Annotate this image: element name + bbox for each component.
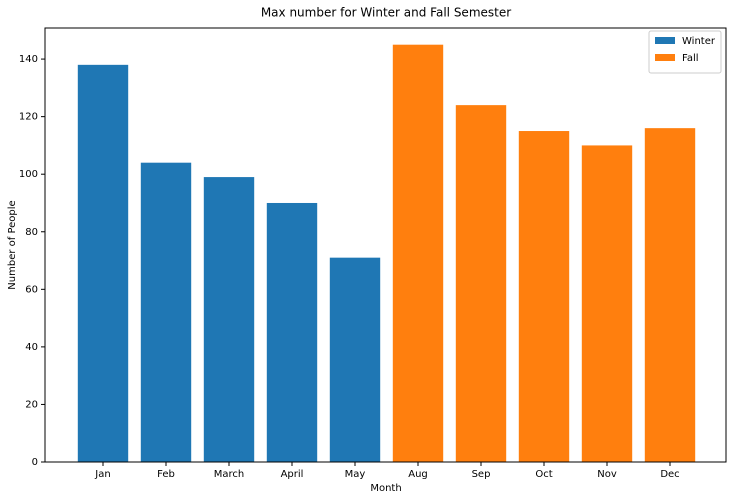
legend-label: Winter (682, 36, 716, 47)
y-tick-label: 100 (19, 169, 38, 180)
y-axis-label: Number of People (7, 200, 18, 289)
y-tick-label: 20 (25, 399, 38, 410)
x-tick-label: Feb (157, 469, 175, 480)
bar (266, 202, 318, 462)
x-tick-label: Nov (597, 469, 617, 480)
chart-title: Max number for Winter and Fall Semester (261, 6, 511, 20)
legend-swatch (655, 54, 675, 61)
bar (581, 145, 633, 462)
legend-swatch (655, 37, 675, 44)
x-axis-label: Month (370, 483, 401, 494)
x-tick-label: May (345, 469, 366, 480)
x-tick-label: April (281, 469, 304, 480)
bar (140, 162, 192, 463)
y-tick-label: 80 (25, 227, 38, 238)
bar (203, 177, 255, 462)
y-tick-label: 140 (19, 54, 38, 65)
legend-label: Fall (682, 53, 699, 64)
y-tick-label: 0 (32, 457, 38, 468)
x-tick-label: Aug (408, 469, 428, 480)
bar (644, 128, 696, 462)
bar (77, 64, 129, 462)
bar (392, 44, 444, 462)
plot-frame (44, 27, 727, 463)
y-tick-label: 120 (19, 112, 38, 123)
x-tick-label: Oct (535, 469, 552, 480)
bar (329, 257, 381, 462)
y-tick-label: 60 (25, 284, 38, 295)
y-tick-label: 40 (25, 342, 38, 353)
x-tick-label: Sep (472, 469, 491, 480)
bar (455, 105, 507, 462)
x-tick-label: March (214, 469, 244, 480)
x-tick-label: Jan (94, 469, 110, 480)
bar (518, 131, 570, 462)
x-tick-label: Dec (660, 469, 679, 480)
